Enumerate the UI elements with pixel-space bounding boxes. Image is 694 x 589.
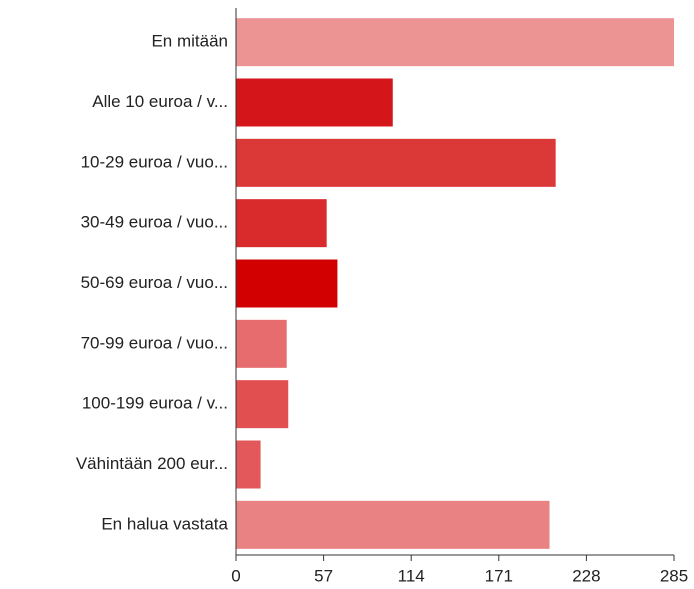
x-tick-label: 228 (572, 566, 600, 585)
y-tick-label: En mitään (151, 32, 228, 51)
bar (236, 380, 289, 429)
bar (236, 440, 261, 489)
y-tick-label: 10-29 euroa / vuo... (81, 152, 228, 171)
bar (236, 259, 338, 308)
y-tick-label: En halua vastata (101, 514, 228, 533)
x-tick-label: 0 (231, 566, 240, 585)
bar (236, 138, 556, 187)
x-tick-label: 171 (485, 566, 513, 585)
y-tick-label: 50-69 euroa / vuo... (81, 273, 228, 292)
y-tick-label: Alle 10 euroa / v... (92, 92, 228, 111)
y-tick-label: 100-199 euroa / v... (82, 394, 228, 413)
x-tick-label: 57 (314, 566, 333, 585)
x-tick-label: 114 (398, 566, 425, 585)
bar (236, 18, 674, 67)
y-tick-label: 70-99 euroa / vuo... (81, 333, 228, 352)
y-tick-label: 30-49 euroa / vuo... (81, 213, 228, 232)
bar (236, 500, 550, 549)
x-tick-label: 285 (660, 566, 688, 585)
bar (236, 78, 393, 127)
y-tick-label: Vähintään 200 eur... (76, 454, 228, 473)
bar (236, 319, 287, 368)
bar (236, 199, 327, 248)
